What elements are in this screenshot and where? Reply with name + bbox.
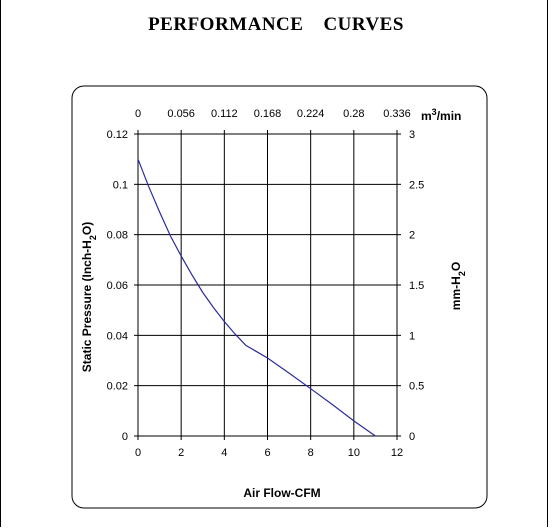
y2-tick-label: 2.5 — [409, 179, 424, 191]
y-tick-label: 0.12 — [107, 129, 128, 141]
x-tick-label: 4 — [221, 447, 227, 459]
x2-tick-label: 0.112 — [211, 108, 238, 120]
y-tick-label: 0.04 — [107, 330, 128, 342]
y-axis-title: Static Pressure (Inch-H2O) — [80, 222, 98, 372]
title-part-2: CURVES — [323, 14, 404, 35]
x2-tick-label: 0.28 — [343, 108, 364, 120]
x-axis-title: Air Flow-CFM — [243, 486, 320, 500]
x-tick-label: 12 — [391, 447, 403, 459]
y2-tick-label: 2 — [409, 230, 415, 242]
y2-tick-label: 1 — [409, 330, 415, 342]
x2-tick-label: 0.056 — [167, 108, 195, 120]
y-tick-label: 0.02 — [107, 381, 128, 393]
chart-frame — [71, 85, 488, 509]
pressure-curve — [137, 158, 376, 437]
y2-axis-title: mm-H2O — [449, 262, 467, 310]
y-tick-label: 0 — [122, 431, 128, 443]
y-tick-label: 0.08 — [107, 230, 128, 242]
x-tick-label: 2 — [178, 447, 184, 459]
x-tick-label: 8 — [308, 447, 314, 459]
y-tick-label: 0.06 — [107, 280, 128, 292]
y-tick-label: 0.1 — [113, 179, 128, 191]
title-part-1: PERFORMANCE — [148, 14, 304, 35]
x2-tick-label: 0.168 — [254, 108, 282, 120]
x2-tick-label: 0.336 — [383, 108, 411, 120]
x-tick-label: 0 — [135, 447, 141, 459]
x2-tick-label: 0 — [135, 108, 141, 120]
x-tick-label: 6 — [264, 447, 270, 459]
grid — [134, 130, 401, 440]
tick-labels: 0020.05640.11260.16880.224100.28120.3360… — [107, 108, 425, 459]
x-tick-label: 10 — [348, 447, 360, 459]
page-title: PERFORMANCE CURVES — [0, 14, 552, 36]
x2-axis-title: m3/min — [421, 107, 461, 123]
x2-tick-label: 0.224 — [297, 108, 325, 120]
y2-tick-label: 0 — [409, 431, 415, 443]
y2-tick-label: 1.5 — [409, 280, 424, 292]
y2-tick-label: 0.5 — [409, 381, 424, 393]
y2-tick-label: 3 — [409, 129, 415, 141]
